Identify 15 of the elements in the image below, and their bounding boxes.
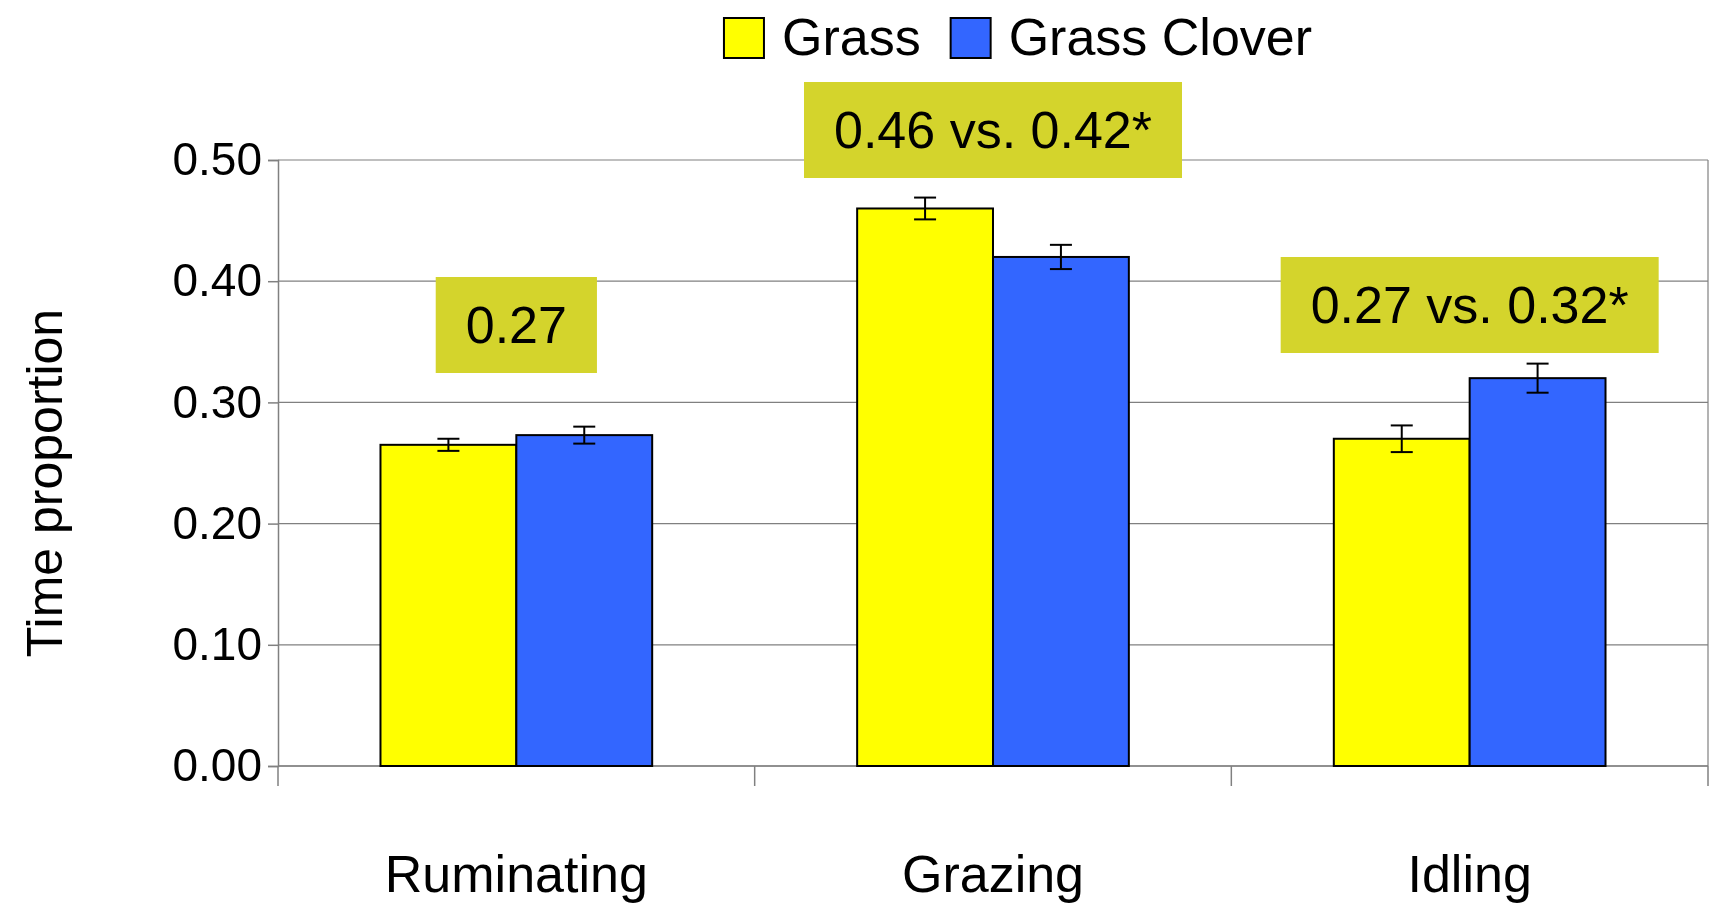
- y-tick-label: 0.50: [172, 133, 262, 186]
- annotation: 0.27: [465, 296, 567, 354]
- x-tick-label: Idling: [1407, 845, 1532, 903]
- y-tick-label: 0.40: [172, 254, 262, 307]
- legend-label: Grass: [781, 8, 921, 66]
- x-tick-label: Ruminating: [384, 845, 648, 903]
- y-tick-label: 0.20: [172, 496, 262, 549]
- annotation: 0.27 vs. 0.32*: [1310, 276, 1629, 334]
- y-tick-label: 0.00: [172, 739, 262, 792]
- x-tick-label: Grazing: [901, 845, 1085, 903]
- y-axis-title: Time proportion: [17, 308, 73, 658]
- legend-label: Grass Clover: [1008, 8, 1313, 66]
- text: 0.46 vs. 0.42*: [834, 101, 1152, 159]
- y-tick-label: 0.30: [172, 375, 262, 428]
- y-tick-label: 0.10: [172, 618, 262, 671]
